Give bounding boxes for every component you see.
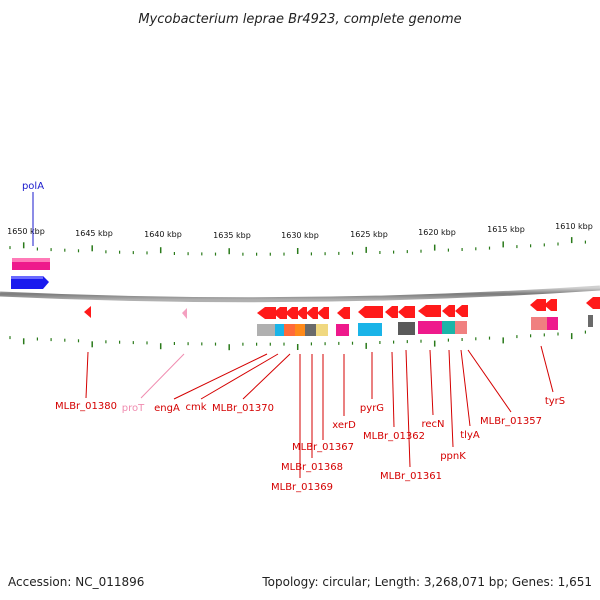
feature-box-cyan xyxy=(275,324,284,336)
feature-box-teal xyxy=(442,321,455,334)
gene-arrow-MLBr_01367 xyxy=(317,307,329,319)
reverse-strand-features xyxy=(257,315,593,336)
gene-label-MLBr_01361: MLBr_01361 xyxy=(380,471,442,482)
gene-label-cmk: cmk xyxy=(185,402,206,413)
topology-label: Topology: circular; Length: 3,268,071 bp… xyxy=(261,575,592,589)
tick-label-1635: 1635 kbp xyxy=(213,231,251,240)
tick-label-1620: 1620 kbp xyxy=(418,228,456,237)
gene-arrow-highlight xyxy=(11,276,43,279)
leader-line-MLBr_01361 xyxy=(405,349,411,468)
gene-label-MLBr_01357: MLBr_01357 xyxy=(480,416,542,427)
tick-label-1610: 1610 kbp xyxy=(555,222,593,231)
gene-label-engA: engA xyxy=(154,403,180,414)
feature-box-yellow xyxy=(316,324,328,336)
tick-label-1650: 1650 kbp xyxy=(7,227,45,236)
leader-line-proT xyxy=(140,353,185,399)
gene-arrow-tyrS xyxy=(530,299,546,311)
gene-arrow-MLBr_01370 xyxy=(257,307,276,319)
feature-box-MLBr_01357 xyxy=(547,317,558,330)
gene-arrow-MLBr_01369 xyxy=(296,307,307,319)
gene-label-ppnK: ppnK xyxy=(440,451,466,462)
gene-label-pyrG: pyrG xyxy=(360,403,384,414)
gene-label-tyrS: tyrS xyxy=(545,396,565,407)
gene-label-tlyA: tlyA xyxy=(460,430,480,441)
gene-arrow-polA xyxy=(11,276,49,289)
feature-box-darkgray xyxy=(305,324,316,336)
feature-box-orange-red xyxy=(284,324,295,336)
gene-label-xerD: xerD xyxy=(332,420,356,431)
feature-box-orange xyxy=(295,324,305,336)
gene-label-MLBr_01369: MLBr_01369 xyxy=(271,482,333,493)
genome-title: Mycobacterium leprae Br4923, complete ge… xyxy=(138,12,461,27)
leader-line-MLBr_01370 xyxy=(242,353,291,400)
gene-arrow-cmk xyxy=(273,307,287,319)
tick-label-1640: 1640 kbp xyxy=(144,230,182,239)
feature-box-xerD xyxy=(336,324,349,336)
leader-line-tlyA xyxy=(460,349,471,427)
gene-label-proT: proT xyxy=(122,403,145,414)
leader-line-recN xyxy=(429,349,434,416)
gene-arrow-pyrG xyxy=(358,306,383,318)
gene-label-MLBr_01362: MLBr_01362 xyxy=(363,431,425,442)
gene-arrow-xerD xyxy=(337,307,350,319)
gene-label-MLBr_01367: MLBr_01367 xyxy=(292,442,354,453)
tick-label-1625: 1625 kbp xyxy=(350,230,388,239)
gene-arrow-ppnK xyxy=(442,305,455,317)
gene-arrow-engA xyxy=(285,307,298,319)
tick-label-1645: 1645 kbp xyxy=(75,229,113,238)
feature-box-offscreen xyxy=(588,315,593,327)
gene-label-MLBr_01380: MLBr_01380 xyxy=(55,401,117,412)
gene-label-recN: recN xyxy=(421,419,444,430)
leader-line-ppnK xyxy=(448,349,454,448)
feature-box-highlight xyxy=(12,258,50,262)
feature-box-salmon xyxy=(455,321,467,334)
gene-arrow-tlyA xyxy=(455,305,468,317)
leader-line-tyrS xyxy=(540,345,554,393)
gene-arrow-MLBr_01357 xyxy=(544,299,557,311)
tick-labels: 1650 kbp 1645 kbp 1640 kbp 1635 kbp 1630… xyxy=(7,222,593,240)
leader-line-engA xyxy=(173,353,268,400)
gene-arrow-offscreen xyxy=(586,297,600,309)
gene-labels: polA MLBr_01380 proT engA cmk MLBr_01370… xyxy=(22,181,565,493)
feature-box-gray xyxy=(257,324,275,336)
tick-label-1615: 1615 kbp xyxy=(487,225,525,234)
tick-label-1630: 1630 kbp xyxy=(281,231,319,240)
feature-box-MLBr_01361 xyxy=(398,322,415,335)
feature-box-tyrS xyxy=(531,317,547,330)
feature-box-recN xyxy=(418,321,442,334)
leader-line-MLBr_01380 xyxy=(85,351,89,399)
gene-arrow-MLBr_01362 xyxy=(385,306,398,318)
gene-label-MLBr_01370: MLBr_01370 xyxy=(212,403,274,414)
leader-line-MLBr_01357 xyxy=(467,349,512,413)
leader-line-MLBr_01362 xyxy=(391,351,395,428)
gene-arrow-recN xyxy=(418,305,441,317)
gene-arrow-MLBr_01368 xyxy=(306,307,318,319)
leader-line-cmk xyxy=(200,353,279,400)
forward-strand-features xyxy=(11,258,50,289)
feature-box-pyrG xyxy=(358,323,382,336)
scale-ticks xyxy=(9,237,587,351)
gene-arrow-MLBr_01380 xyxy=(84,306,91,318)
leader-lines xyxy=(32,192,554,478)
genome-backbone xyxy=(0,285,600,303)
gene-label-polA: polA xyxy=(22,181,44,192)
gene-arrow-MLBr_01361 xyxy=(398,306,415,318)
accession-label: Accession: NC_011896 xyxy=(8,575,144,589)
reverse-strand-genes xyxy=(84,297,600,319)
gene-label-MLBr_01368: MLBr_01368 xyxy=(281,462,343,473)
gene-arrow-proT xyxy=(182,308,187,319)
